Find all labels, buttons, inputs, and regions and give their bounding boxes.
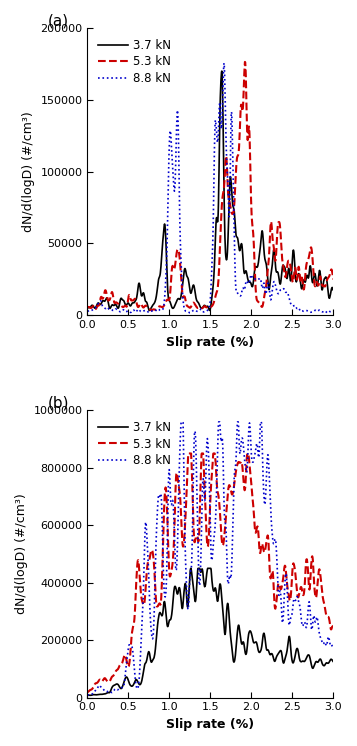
8.8 kN [222,59,226,68]
3.7 kN [331,286,335,295]
8.8 kN [331,642,335,651]
Y-axis label: dN/d(logD) (#/cm³): dN/d(logD) (#/cm³) [22,111,35,232]
8.8 kN [242,456,247,465]
5.3 kN [149,306,154,315]
8.8 kN [101,684,105,693]
3.7 kN [235,630,239,639]
X-axis label: Slip rate (%): Slip rate (%) [166,336,255,348]
3.7 kN [100,297,105,306]
8.8 kN [85,307,90,316]
5.3 kN [228,202,233,211]
3.7 kN [88,691,92,700]
5.3 kN [235,154,239,163]
5.3 kN [186,449,190,458]
Line: 5.3 kN: 5.3 kN [87,62,333,310]
3.7 kN [242,269,247,278]
Line: 5.3 kN: 5.3 kN [87,454,333,692]
5.3 kN [235,462,239,471]
8.8 kN [272,277,276,286]
3.7 kN [235,233,239,242]
3.7 kN [101,689,105,698]
5.3 kN [272,250,277,259]
8.8 kN [235,288,239,297]
3.7 kN [272,248,277,257]
5.3 kN [272,592,276,601]
Line: 3.7 kN: 3.7 kN [87,71,333,310]
8.8 kN [87,691,92,700]
Legend: 3.7 kN, 5.3 kN, 8.8 kN: 3.7 kN, 5.3 kN, 8.8 kN [93,416,176,471]
Y-axis label: dN/d(logD) (#/cm³): dN/d(logD) (#/cm³) [15,494,28,615]
3.7 kN [242,645,247,653]
3.7 kN [228,633,233,642]
5.3 kN [297,589,302,598]
3.7 kN [228,174,233,183]
3.7 kN [297,272,302,280]
3.7 kN [147,306,151,315]
5.3 kN [85,688,90,697]
5.3 kN [331,275,335,284]
8.8 kN [272,536,277,545]
5.3 kN [243,57,247,66]
Line: 3.7 kN: 3.7 kN [87,568,333,695]
Line: 8.8 kN: 8.8 kN [87,421,333,695]
3.7 kN [331,657,335,666]
8.8 kN [297,601,302,610]
3.7 kN [272,656,277,665]
3.7 kN [85,303,90,312]
Text: (a): (a) [48,13,69,28]
5.3 kN [228,483,233,492]
8.8 kN [331,306,335,315]
5.3 kN [100,677,105,686]
5.3 kN [297,270,302,279]
X-axis label: Slip rate (%): Slip rate (%) [166,718,255,731]
5.3 kN [331,621,335,630]
Legend: 3.7 kN, 5.3 kN, 8.8 kN: 3.7 kN, 5.3 kN, 8.8 kN [93,34,176,90]
8.8 kN [100,301,105,310]
3.7 kN [297,655,302,664]
5.3 kN [100,294,105,303]
8.8 kN [179,417,183,426]
Line: 8.8 kN: 8.8 kN [87,63,333,313]
8.8 kN [228,148,233,157]
8.8 kN [85,690,90,699]
Text: (b): (b) [48,396,70,411]
8.8 kN [235,421,239,430]
8.8 kN [323,309,327,318]
8.8 kN [297,304,302,313]
3.7 kN [188,564,193,573]
5.3 kN [85,303,90,312]
5.3 kN [242,484,246,493]
8.8 kN [242,286,246,295]
3.7 kN [220,66,224,75]
3.7 kN [85,691,90,700]
5.3 kN [242,69,246,78]
8.8 kN [228,574,233,583]
